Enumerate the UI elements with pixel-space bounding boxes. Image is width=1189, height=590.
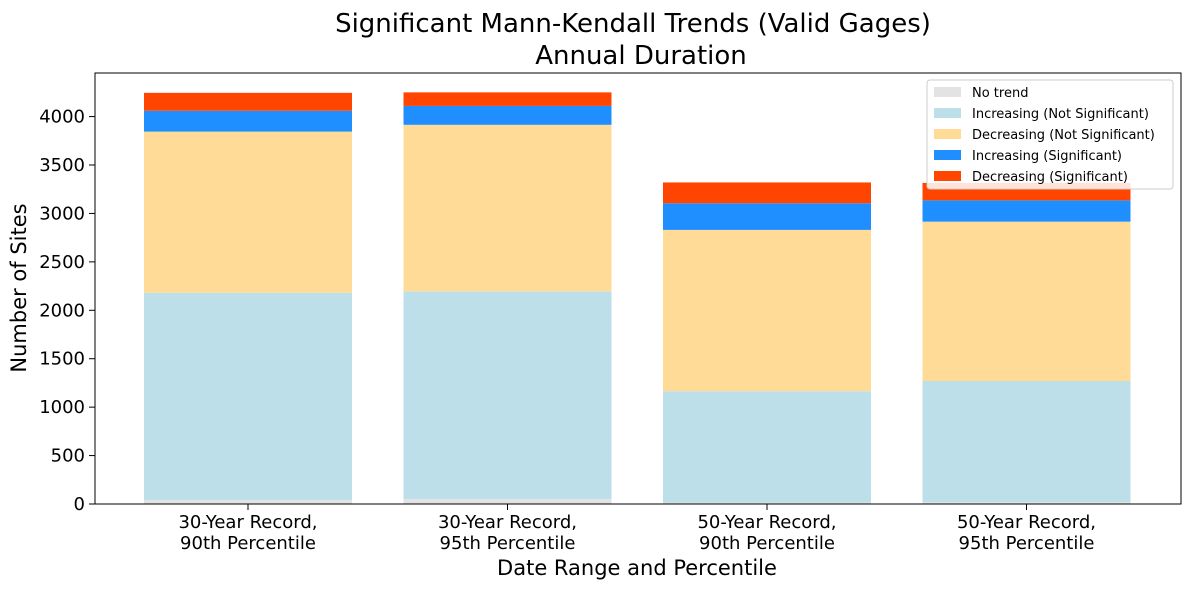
bar-segment — [144, 292, 352, 501]
x-tick-label: 90th Percentile — [699, 533, 835, 554]
legend-swatch — [934, 108, 961, 118]
bar-segment — [922, 221, 1131, 381]
bar-segment — [144, 131, 352, 293]
bar-segment — [403, 92, 612, 106]
bar-segment — [922, 502, 1131, 504]
plot-frame — [94, 72, 1182, 505]
bar-segment — [144, 92, 352, 111]
y-tick-label: 0 — [74, 494, 85, 515]
legend-swatch — [934, 150, 961, 160]
y-axis: 0 500 1000 1500 2000 2500 3000 3500 4000 — [39, 107, 95, 515]
legend-swatch — [934, 129, 961, 139]
legend-swatch — [934, 87, 961, 97]
x-tick-label: 50-Year Record, — [697, 512, 836, 533]
bar-segment — [403, 124, 612, 292]
bar-segment — [663, 502, 871, 504]
x-tick-label: 50-Year Record, — [957, 512, 1096, 533]
x-tick-label: 90th Percentile — [180, 533, 316, 554]
y-tick-label: 2000 — [39, 300, 85, 321]
bar-segment — [922, 380, 1131, 503]
bar-segment — [144, 110, 352, 132]
legend-swatch — [934, 171, 961, 181]
bar-segment — [663, 391, 871, 503]
legend: No trend Increasing (Not Significant) Decr… — [926, 79, 1174, 190]
bar-segment — [144, 500, 352, 504]
bar-segment — [663, 229, 871, 392]
bar-segment — [663, 182, 871, 204]
bar-segment — [403, 499, 612, 504]
y-tick-label: 3500 — [39, 155, 85, 176]
x-tick-label: 30-Year Record, — [178, 512, 317, 533]
y-tick-label: 2500 — [39, 252, 85, 273]
legend-frame — [926, 79, 1174, 190]
legend-entry: Decreasing (Significant) — [972, 170, 1128, 185]
y-tick-label: 3000 — [39, 203, 85, 224]
chart-title-line-2: Annual Duration — [535, 41, 747, 71]
x-tick-label: 30-Year Record, — [438, 512, 577, 533]
y-tick-label: 1500 — [39, 349, 85, 370]
x-tick-label: 95th Percentile — [440, 533, 576, 554]
bar-segment — [922, 200, 1131, 222]
chart-title-line-1: Significant Mann-Kendall Trends (Valid G… — [335, 9, 931, 39]
y-tick-label: 500 — [51, 446, 85, 467]
bar-segment — [403, 291, 612, 500]
legend-entry: Decreasing (Not Significant) — [972, 128, 1155, 143]
legend-entry: Increasing (Significant) — [972, 149, 1122, 164]
y-axis-label: Number of Sites — [7, 203, 31, 372]
legend-entry: No trend — [972, 86, 1028, 101]
y-tick-label: 1000 — [39, 397, 85, 418]
bar-segment — [403, 105, 612, 125]
legend-entry: Increasing (Not Significant) — [972, 107, 1149, 122]
bar-segment — [663, 203, 871, 230]
x-axis-label: Date Range and Percentile — [497, 556, 777, 580]
x-tick-label: 95th Percentile — [959, 533, 1095, 554]
y-tick-label: 4000 — [39, 107, 85, 128]
